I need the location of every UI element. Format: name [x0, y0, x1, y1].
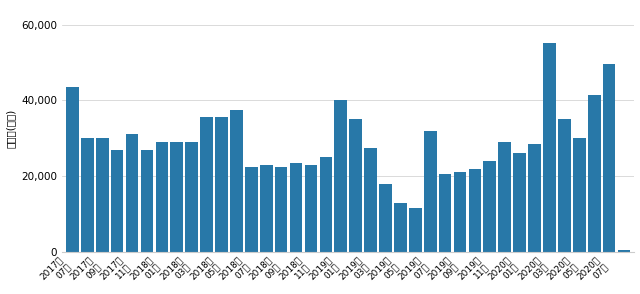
Bar — [364, 148, 377, 252]
Bar — [499, 142, 511, 252]
Bar — [379, 184, 392, 252]
Bar — [454, 172, 467, 252]
Bar — [543, 44, 556, 252]
Bar — [230, 110, 243, 252]
Bar — [394, 203, 407, 252]
Bar — [468, 168, 481, 252]
Bar — [125, 134, 138, 252]
Bar — [66, 87, 79, 252]
Bar — [215, 117, 228, 252]
Bar — [275, 167, 287, 252]
Bar — [409, 208, 422, 252]
Bar — [141, 150, 154, 252]
Bar — [200, 117, 213, 252]
Bar — [573, 138, 586, 252]
Bar — [483, 161, 496, 252]
Bar — [528, 144, 541, 252]
Bar — [305, 165, 317, 252]
Bar — [156, 142, 168, 252]
Bar — [349, 119, 362, 252]
Bar — [170, 142, 183, 252]
Bar — [603, 64, 616, 252]
Bar — [96, 138, 109, 252]
Bar — [260, 165, 273, 252]
Bar — [439, 174, 451, 252]
Bar — [245, 167, 258, 252]
Bar — [335, 100, 347, 252]
Bar — [290, 163, 302, 252]
Bar — [588, 95, 600, 252]
Bar — [424, 131, 436, 252]
Bar — [558, 119, 571, 252]
Bar — [111, 150, 124, 252]
Bar — [81, 138, 93, 252]
Bar — [618, 250, 630, 252]
Bar — [319, 157, 332, 252]
Bar — [186, 142, 198, 252]
Y-axis label: 거래량(건수): 거래량(건수) — [6, 109, 15, 148]
Bar — [513, 153, 526, 252]
